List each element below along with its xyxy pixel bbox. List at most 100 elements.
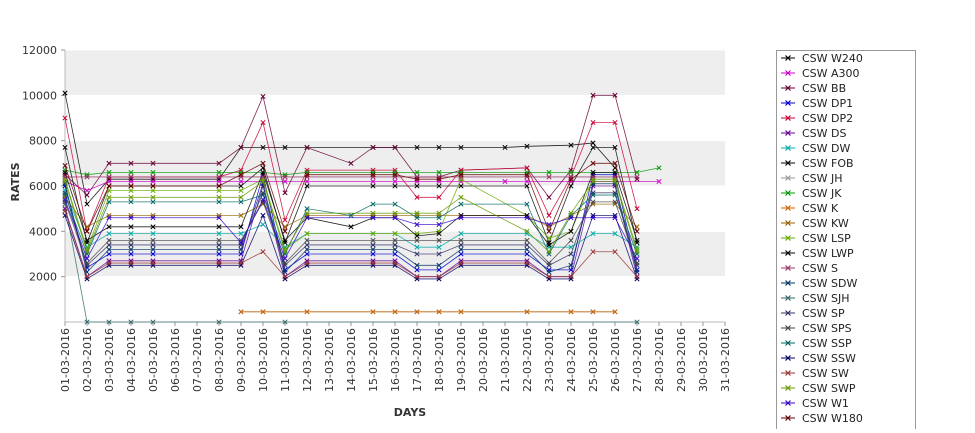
data-point (260, 174, 266, 180)
data-point (568, 274, 574, 280)
data-point (414, 267, 420, 273)
data-point (546, 269, 552, 275)
legend-label: CSW DW (802, 142, 851, 155)
data-point (128, 169, 134, 175)
legend-label: CSW W180 (802, 412, 863, 425)
legend-item: CSW A300 (781, 67, 860, 80)
data-point (238, 246, 244, 253)
data-point (216, 246, 222, 253)
x-tick-label: 28-03-2016 (653, 328, 666, 392)
series-lines (62, 90, 662, 325)
data-point (216, 199, 222, 205)
series-22 (62, 208, 640, 280)
data-point (634, 255, 640, 262)
data-point (150, 187, 156, 194)
legend-item: CSW FOB (781, 157, 854, 170)
data-point (590, 160, 596, 166)
data-point (436, 221, 442, 228)
y-tick-label: 2000 (29, 271, 57, 284)
data-point (634, 260, 640, 266)
data-point (282, 276, 288, 282)
x-tick-label: 09-03-2016 (235, 328, 248, 392)
data-point (370, 231, 376, 237)
data-point (436, 144, 442, 151)
data-point (84, 319, 90, 325)
data-point (590, 140, 596, 146)
data-point (304, 215, 310, 221)
data-point (260, 169, 266, 175)
legend-item: CSW DP2 (781, 112, 853, 125)
data-point (260, 309, 266, 315)
legend-swatch-marker (785, 205, 791, 211)
legend-label: CSW SPS (802, 322, 852, 335)
data-point (128, 246, 134, 253)
data-point (458, 309, 464, 315)
data-point (106, 194, 112, 200)
legend-label: CSW S (802, 262, 838, 275)
data-point (128, 260, 134, 266)
data-point (84, 228, 90, 234)
data-point (568, 237, 574, 243)
data-point (216, 178, 222, 185)
data-point (370, 309, 376, 315)
data-point (414, 144, 420, 151)
x-tick-label: 22-03-2016 (521, 328, 534, 392)
data-point (612, 174, 618, 180)
data-point (370, 242, 376, 248)
data-point (414, 244, 420, 250)
legend-swatch-marker (785, 265, 791, 271)
data-point (590, 249, 596, 255)
data-point (524, 165, 530, 171)
data-point (436, 244, 442, 250)
data-point (458, 242, 464, 248)
data-point (260, 93, 266, 100)
data-point (546, 235, 552, 241)
data-point (84, 276, 90, 282)
data-point (392, 246, 398, 253)
data-point (238, 144, 244, 151)
x-tick-label: 31-03-2016 (719, 328, 732, 392)
data-point (150, 260, 156, 266)
data-point (436, 309, 442, 315)
data-point (304, 231, 310, 237)
data-point (458, 246, 464, 253)
data-point (392, 231, 398, 237)
data-point (458, 215, 464, 221)
legend-swatch-marker (785, 325, 791, 331)
data-point (436, 169, 442, 175)
data-point (546, 228, 552, 234)
x-tick-label: 08-03-2016 (213, 328, 226, 392)
x-tick-label: 07-03-2016 (191, 328, 204, 392)
data-point (238, 260, 244, 266)
data-point (304, 246, 310, 253)
data-point (106, 224, 112, 230)
data-point (62, 144, 68, 151)
data-point (436, 176, 442, 182)
data-point (84, 249, 90, 255)
data-point (370, 210, 376, 216)
data-point (216, 169, 222, 175)
legend-swatch-marker (785, 415, 791, 421)
data-point (62, 192, 68, 198)
data-point (62, 115, 68, 121)
data-point (546, 169, 552, 175)
legend-item: CSW SP (781, 307, 845, 320)
data-point (304, 251, 310, 257)
data-point (546, 174, 552, 180)
data-point (216, 174, 222, 180)
data-point (260, 192, 266, 198)
data-point (392, 309, 398, 315)
data-point (282, 174, 288, 180)
data-point (238, 187, 244, 194)
data-point (392, 251, 398, 257)
x-tick-label: 18-03-2016 (433, 328, 446, 392)
data-point (524, 143, 530, 149)
data-point (546, 274, 552, 280)
data-point (62, 90, 68, 96)
data-point (414, 237, 420, 243)
data-point (612, 160, 618, 166)
data-point (524, 251, 530, 257)
data-point (392, 260, 398, 266)
data-point (634, 174, 640, 180)
